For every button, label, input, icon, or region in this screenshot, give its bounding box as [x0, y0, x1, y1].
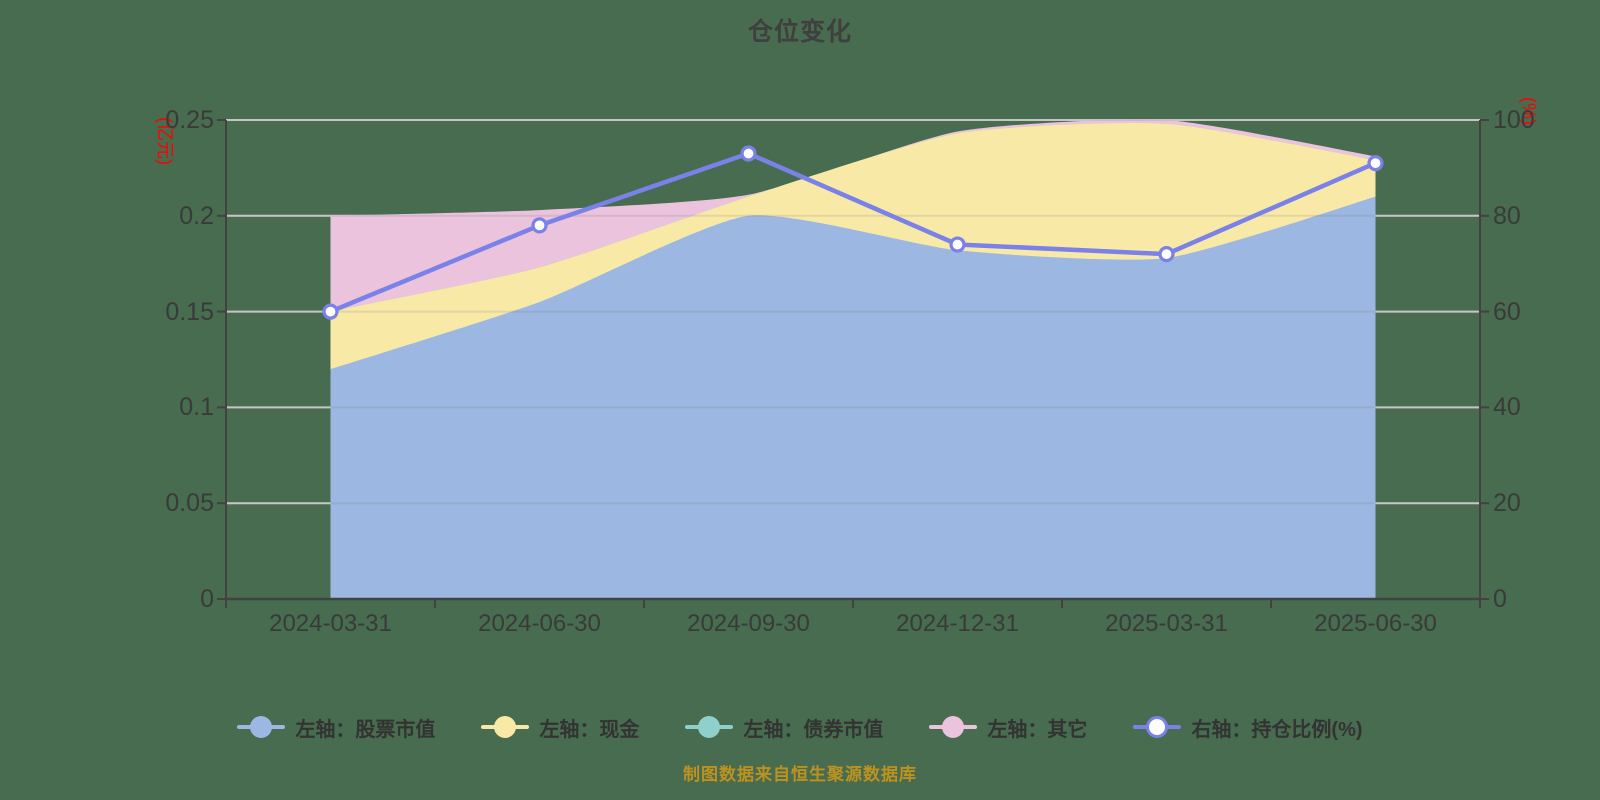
legend: 左轴：股票市值 左轴：现金 左轴：债券市值 左轴：其它 右轴：持仓比例(%) [0, 704, 1600, 750]
line-circle-icon [481, 716, 530, 738]
x-axis-tick-label: 2025-03-31 [1105, 610, 1228, 637]
ratio-marker-2025-06-30[interactable] [1367, 155, 1384, 172]
left-axis-tick-label: 0.15 [165, 297, 214, 326]
right-axis-tick-label: 0 [1493, 585, 1507, 613]
legend-item-label: 左轴：股票市值 [295, 718, 436, 741]
ratio-marker-2024-03-31[interactable] [322, 303, 339, 320]
line-circle-icon [237, 716, 286, 738]
legend-item-label: 左轴：其它 [987, 718, 1088, 741]
left-axis-tick-label: 0.05 [165, 489, 214, 518]
ratio-marker-2025-03-31[interactable] [1158, 246, 1175, 263]
legend-item-label: 右轴：持仓比例(%) [1191, 718, 1363, 741]
legend-item-ratio[interactable]: 右轴：持仓比例(%) [1133, 713, 1363, 742]
line-circle-icon [929, 716, 978, 738]
gridlines-overlay [226, 119, 1480, 505]
ratio-marker-2024-12-31[interactable] [949, 236, 966, 253]
ratio-line [329, 151, 1377, 314]
legend-item-cash[interactable]: 左轴：现金 [481, 713, 639, 742]
area-stock [330, 196, 1376, 598]
line-hollow-circle-icon [1133, 716, 1182, 738]
right-axis-tick-label: 80 [1493, 201, 1521, 230]
right-axis-tick-label: 40 [1493, 393, 1521, 422]
chart-title: 仓位变化 [747, 18, 852, 46]
line-circle-icon [685, 716, 734, 738]
legend-item-bond[interactable]: 左轴：债券市值 [685, 713, 883, 742]
ratio-marker-2024-06-30[interactable] [531, 217, 548, 234]
right-axis-tick-label: 100 [1493, 106, 1535, 134]
left-axis-tick-label: 0.25 [165, 106, 214, 134]
data-source-caption: 制图数据来自恒生聚源数据库 [683, 765, 917, 784]
left-axis-tick-label: 0 [200, 585, 214, 613]
legend-item-label: 左轴：债券市值 [743, 718, 884, 741]
x-axis-tick-label: 2024-09-30 [687, 610, 810, 637]
axes [217, 119, 1489, 608]
legend-item-stock[interactable]: 左轴：股票市值 [237, 713, 435, 742]
legend-item-label: 左轴：现金 [539, 718, 640, 741]
right-axis-tick-label: 60 [1493, 297, 1521, 326]
x-axis-tick-label: 2024-06-30 [478, 610, 601, 637]
left-axis-tick-label: 0.1 [179, 393, 214, 422]
legend-item-other[interactable]: 左轴：其它 [929, 713, 1087, 742]
right-axis-tick-label: 20 [1493, 489, 1521, 518]
ratio-marker-2024-09-30[interactable] [740, 145, 757, 162]
x-axis-tick-label: 2024-12-31 [896, 610, 1019, 637]
left-axis-tick-label: 0.2 [179, 201, 214, 230]
x-axis-tick-label: 2025-06-30 [1314, 610, 1437, 637]
x-axis-tick-label: 2024-03-31 [269, 610, 392, 637]
